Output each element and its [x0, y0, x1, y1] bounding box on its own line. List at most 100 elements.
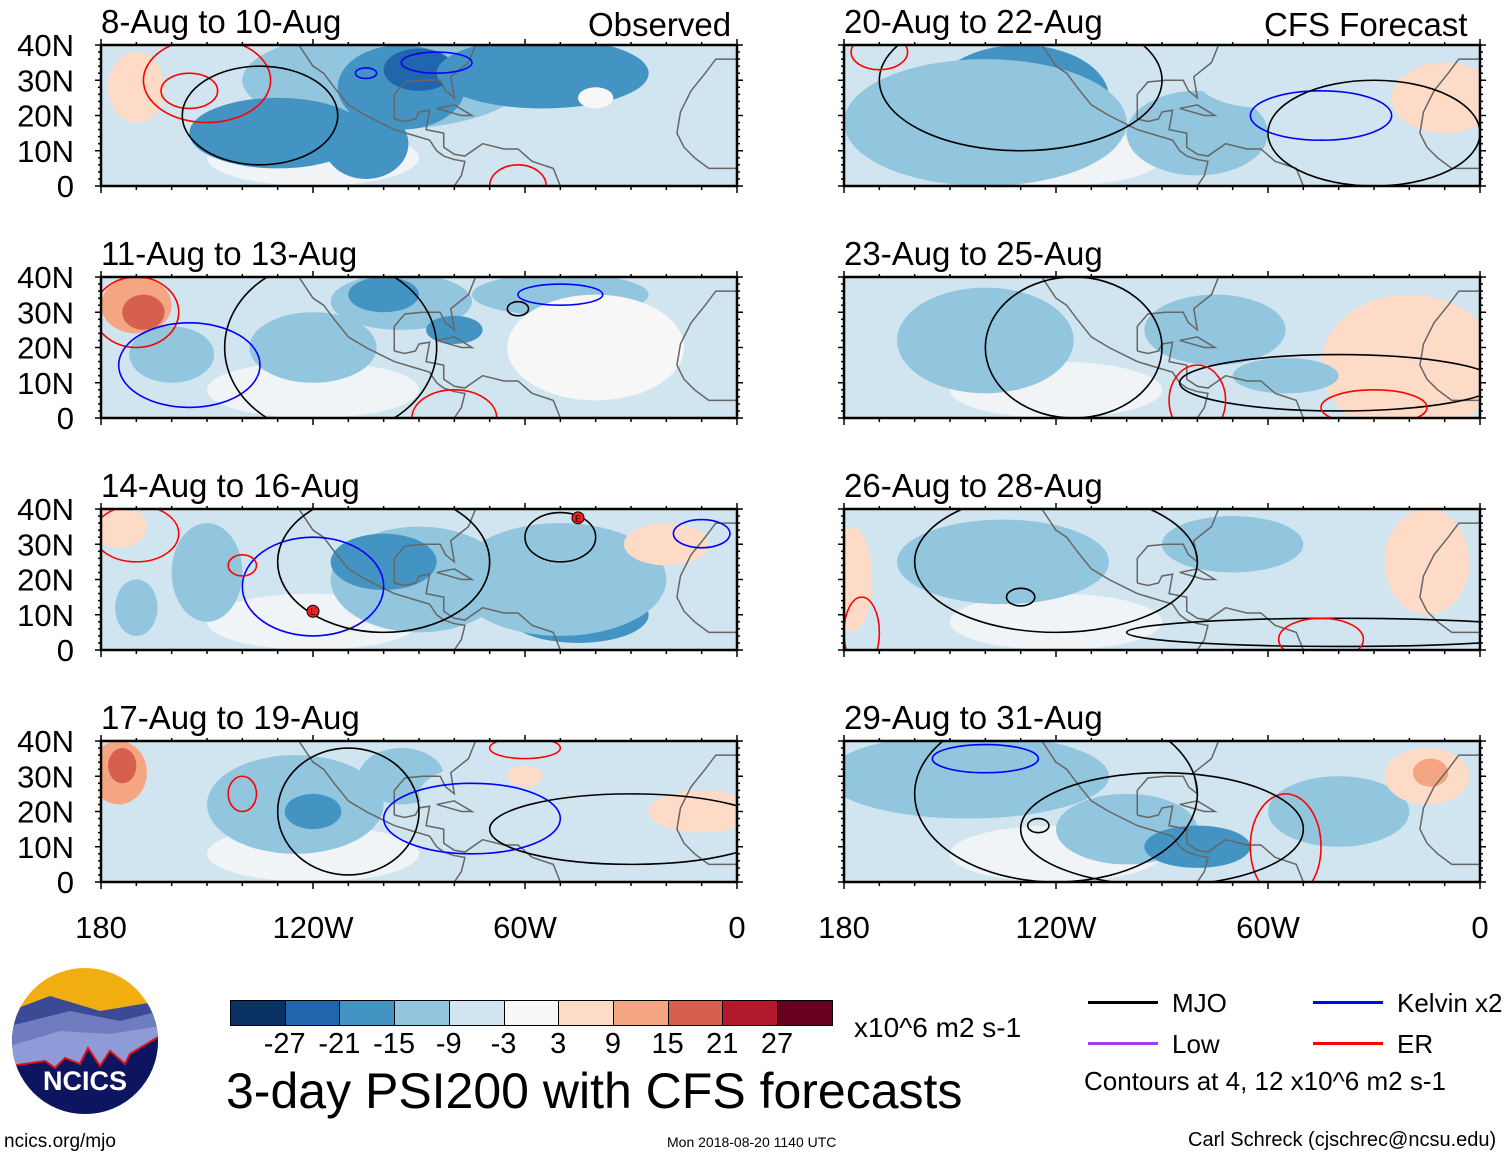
er-contour: [160, 72, 219, 110]
panel-title: 26-Aug to 28-Aug: [844, 467, 1103, 504]
shading-region: [108, 748, 137, 784]
shading-region: [122, 294, 165, 330]
coastline: [394, 805, 562, 882]
coastline: [1419, 290, 1480, 402]
shading-region: [844, 526, 873, 633]
mjo-contour: [1267, 79, 1480, 186]
panel-title: 20-Aug to 22-Aug: [844, 3, 1103, 40]
coastline: [394, 573, 562, 650]
mjo-contour: [1178, 353, 1480, 412]
lat-tick-label: 10N: [17, 134, 74, 169]
coastline: [298, 509, 466, 650]
colorbar-swatch: [558, 1000, 615, 1026]
mjo-contour: [276, 509, 491, 634]
coastline: [436, 336, 475, 349]
coastline: [1419, 522, 1480, 634]
lon-tick-label: 180: [818, 910, 870, 945]
colorbar-label: 3: [550, 1028, 567, 1060]
panel-title: 8-Aug to 10-Aug: [101, 3, 341, 40]
colorbar-label: -27: [263, 1028, 306, 1060]
colorbar-swatch: [339, 1000, 396, 1026]
coastline: [436, 800, 475, 813]
storm-marker: [571, 511, 585, 525]
shading-region: [950, 593, 1162, 650]
coastline: [1136, 45, 1220, 120]
shading-region: [844, 741, 1109, 819]
coastline: [394, 109, 562, 186]
coastline: [676, 290, 737, 402]
legend-label: Low: [1172, 1029, 1220, 1059]
lat-tick-label: 10N: [17, 598, 74, 633]
mjo-contour: [1005, 587, 1036, 607]
er-contour: [227, 775, 258, 813]
colorbar-swatch: [667, 1000, 724, 1026]
shading-region: [623, 523, 709, 566]
coastline: [1419, 58, 1480, 170]
mjo-contour: [524, 511, 597, 563]
lat-tick-label: 40N: [17, 260, 74, 295]
coastline: [1137, 805, 1305, 882]
shading-region: [189, 97, 366, 169]
er-contour: [844, 596, 881, 650]
shading-region: [1391, 62, 1480, 134]
legend-label: Kelvin x2: [1397, 988, 1503, 1018]
lat-tick-label: 20N: [17, 795, 74, 830]
lon-tick-label: 120W: [273, 910, 355, 945]
colorbar-swatch: [284, 1000, 341, 1026]
shading-region: [1144, 294, 1286, 366]
mjo-contour: [1026, 817, 1050, 834]
coastline: [298, 45, 466, 186]
coastline: [676, 58, 737, 170]
lat-tick-label: 20N: [17, 331, 74, 366]
lat-tick-label: 0: [57, 401, 74, 436]
coastline: [298, 277, 466, 418]
coastline: [1041, 509, 1209, 650]
map-panel: 29-Aug to 31-Aug 180 120W 60W 0: [818, 699, 1488, 945]
mjo-contour: [984, 277, 1163, 418]
panel-title: 23-Aug to 25-Aug: [844, 235, 1103, 272]
er-contour: [488, 164, 547, 186]
mjo-contour: [223, 277, 438, 418]
shading-region: [578, 87, 614, 109]
credit-text: Carl Schreck (cjschrec@ncsu.edu): [1188, 1129, 1497, 1151]
mjo-contour: [1019, 771, 1305, 882]
shading-region: [1321, 294, 1480, 418]
colorbar-label: -15: [373, 1028, 416, 1060]
observed-label: Observed: [588, 6, 732, 43]
kelvin-contour: [517, 283, 604, 306]
lat-tick-label: 30N: [17, 527, 74, 562]
shading-region: [507, 294, 684, 401]
lat-tick-label: 0: [57, 169, 74, 204]
kelvin-contour: [931, 743, 1040, 774]
lon-tick-label: 120W: [1016, 910, 1098, 945]
coastline: [393, 509, 477, 584]
lat-tick-label: 40N: [17, 28, 74, 63]
colorbar-swatch: [503, 1000, 560, 1026]
coastline: [1419, 754, 1480, 866]
lon-tick-label: 0: [728, 910, 745, 945]
legend-line: [1313, 1042, 1383, 1045]
coastline: [393, 277, 477, 352]
shading-region: [348, 277, 419, 313]
legend-line: [1313, 1001, 1383, 1004]
map-panel: 20-Aug to 22-Aug: [838, 3, 1486, 193]
kelvin-contour: [241, 536, 385, 637]
colorbar-swatch: [394, 1000, 451, 1026]
mjo-contour: [276, 747, 420, 876]
er-contour: [101, 509, 180, 563]
legend-label: MJO: [1172, 988, 1227, 1018]
lat-tick-label: 0: [57, 633, 74, 668]
shading-region: [454, 523, 667, 636]
lat-tick-label: 10N: [17, 830, 74, 865]
colorbar-swatch: [722, 1000, 779, 1026]
colorbar-label: -9: [435, 1028, 462, 1060]
shading-region: [436, 45, 649, 109]
mjo-contour: [488, 793, 737, 866]
lon-tick-label: 60W: [1236, 910, 1300, 945]
colorbar-label: 15: [651, 1028, 684, 1060]
map-panel: 23-Aug to 25-Aug: [838, 235, 1486, 425]
storm-marker-label: L: [310, 607, 315, 617]
